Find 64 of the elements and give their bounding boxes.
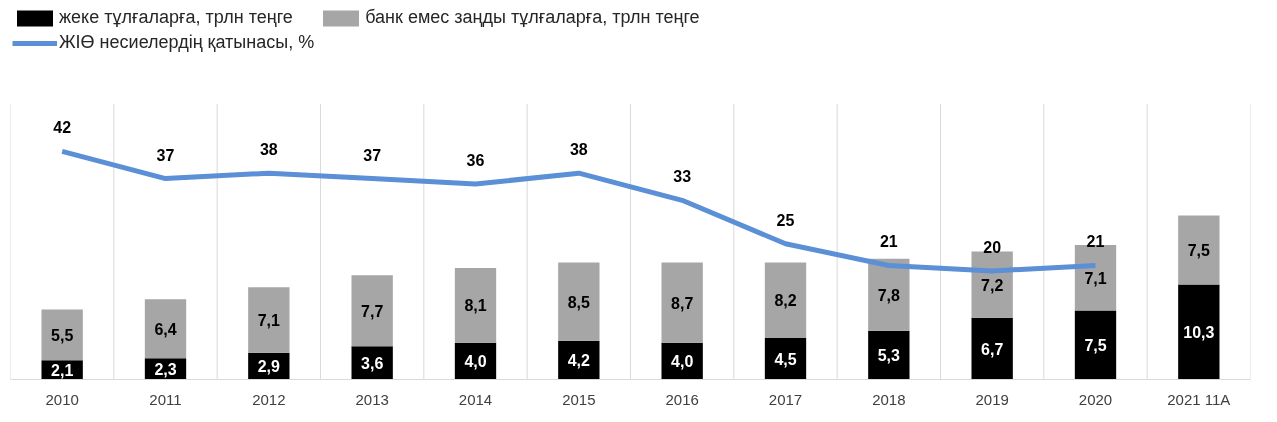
x-tick-label: 2015	[562, 390, 596, 408]
data-label: 5,3	[877, 347, 901, 365]
data-label: 20	[983, 238, 1002, 256]
data-label: 7,1	[257, 312, 281, 330]
data-label: 2,1	[51, 361, 74, 379]
bar	[41, 309, 83, 361]
data-label: 8,7	[671, 294, 694, 312]
data-label: 4,0	[464, 353, 487, 371]
data-label: 4,0	[671, 353, 694, 371]
data-label: 6,7	[981, 340, 1004, 358]
legend-label: банк емес заңды тұлғаларға, трлн теңге	[365, 7, 700, 28]
data-label: 7,8	[877, 286, 901, 304]
x-tick-label: 2012	[252, 390, 286, 408]
data-label: 33	[673, 168, 692, 186]
x-tick-label: 2011	[149, 390, 182, 408]
bar	[868, 330, 910, 380]
data-label: 10,3	[1183, 324, 1215, 342]
legend-label: жеке тұлғаларға, трлн теңге	[59, 7, 293, 28]
x-tick-label: 2018	[872, 390, 906, 408]
data-label: 25	[776, 211, 795, 229]
data-label: 4,5	[774, 350, 797, 368]
x-tick-label: 2017	[768, 390, 803, 408]
bar	[248, 287, 290, 353]
bar	[971, 317, 1013, 380]
data-label: 38	[259, 141, 278, 159]
x-tick-label: 2019	[975, 390, 1009, 408]
data-label: 8,1	[464, 297, 487, 315]
x-tick-label: 2020	[1078, 390, 1113, 408]
bar	[661, 262, 703, 343]
data-label: 36	[466, 152, 485, 170]
data-label: 42	[53, 119, 72, 137]
x-tick-label: 2014	[458, 390, 493, 408]
legend-label: ЖІӨ несиелердің қатынасы, %	[59, 32, 315, 53]
data-label: 5,5	[51, 326, 74, 344]
data-label: 21	[879, 233, 898, 251]
data-label: 4,2	[567, 352, 591, 370]
data-label: 37	[363, 146, 382, 164]
data-label: 7,2	[981, 276, 1004, 294]
data-label: 37	[156, 146, 175, 164]
data-label: 2,3	[154, 360, 177, 378]
data-label: 2,9	[257, 358, 281, 376]
data-label: 21	[1086, 233, 1105, 251]
bar	[1178, 284, 1220, 380]
bar	[1074, 310, 1117, 380]
bar	[558, 262, 600, 341]
bar	[454, 267, 497, 343]
bar	[558, 340, 600, 380]
x-tick-label: 2021 11А	[1167, 390, 1231, 408]
data-label: 7,1	[1084, 269, 1107, 287]
data-label: 8,2	[774, 292, 797, 310]
data-label: 38	[569, 141, 588, 159]
data-label: 8,5	[567, 293, 591, 311]
data-label: 7,5	[1084, 336, 1107, 354]
bar	[144, 299, 187, 359]
bar	[1178, 215, 1220, 285]
x-tick-label: 2010	[45, 390, 79, 408]
x-tick-label: 2013	[355, 390, 389, 408]
data-label: 6,4	[154, 320, 177, 338]
data-label: 7,7	[361, 302, 384, 320]
bar	[764, 262, 807, 339]
bar	[351, 275, 393, 347]
x-tick-label: 2016	[665, 390, 699, 408]
data-label: 3,6	[361, 354, 384, 372]
data-label: 7,5	[1187, 242, 1211, 260]
